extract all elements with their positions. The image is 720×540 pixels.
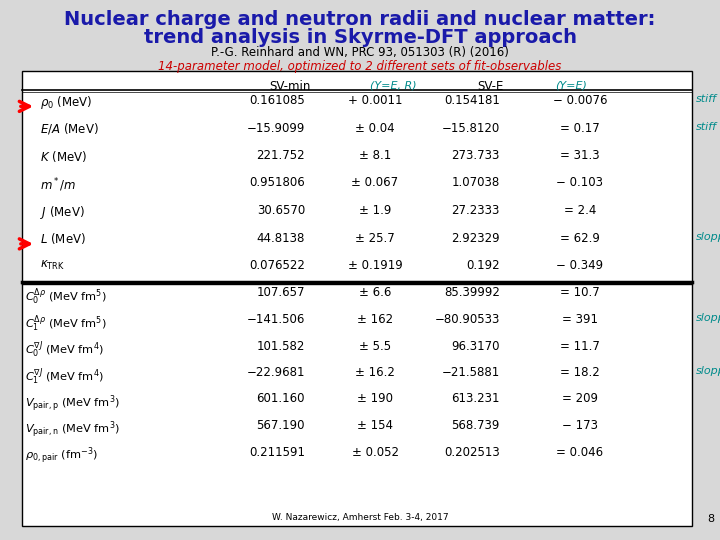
Text: $\rho_{0,\mathrm{pair}}$ (fm$^{-3}$): $\rho_{0,\mathrm{pair}}$ (fm$^{-3}$) (25, 446, 98, 467)
Text: 1.07038: 1.07038 (451, 177, 500, 190)
Text: SV-min: SV-min (269, 80, 311, 93)
Text: 0.951806: 0.951806 (249, 177, 305, 190)
Text: ± 0.1919: ± 0.1919 (348, 259, 402, 272)
Text: −22.9681: −22.9681 (246, 366, 305, 379)
Text: ± 0.052: ± 0.052 (351, 446, 398, 458)
Text: $K$ (MeV): $K$ (MeV) (40, 149, 87, 164)
Text: $E/A$ (MeV): $E/A$ (MeV) (40, 122, 99, 137)
Text: −21.5881: −21.5881 (442, 366, 500, 379)
Text: ± 1.9: ± 1.9 (359, 204, 391, 217)
Text: $J$ (MeV): $J$ (MeV) (40, 204, 85, 221)
Text: P.-G. Reinhard and WN, PRC 93, 051303 (R) (2016): P.-G. Reinhard and WN, PRC 93, 051303 (R… (211, 46, 509, 59)
Text: $C_0^{\Delta\rho}$ (MeV fm$^5$): $C_0^{\Delta\rho}$ (MeV fm$^5$) (25, 287, 107, 307)
Text: = 62.9: = 62.9 (560, 232, 600, 245)
Text: (Y=E, R): (Y=E, R) (370, 80, 417, 90)
Text: 0.161085: 0.161085 (249, 94, 305, 107)
Text: $\rho_0$ (MeV): $\rho_0$ (MeV) (40, 94, 92, 111)
Text: ± 25.7: ± 25.7 (355, 232, 395, 245)
Text: 30.6570: 30.6570 (257, 204, 305, 217)
Text: 85.39992: 85.39992 (444, 287, 500, 300)
Text: 0.211591: 0.211591 (249, 446, 305, 458)
Text: 567.190: 567.190 (256, 419, 305, 432)
Text: = 31.3: = 31.3 (560, 149, 600, 162)
Text: stiff: stiff (696, 122, 717, 132)
Text: + 0.0011: + 0.0011 (348, 94, 402, 107)
Text: ± 162: ± 162 (357, 313, 393, 326)
Text: 27.2333: 27.2333 (451, 204, 500, 217)
Text: = 10.7: = 10.7 (560, 287, 600, 300)
Text: −15.9099: −15.9099 (247, 122, 305, 134)
Text: sloppy: sloppy (696, 232, 720, 241)
Text: ± 5.5: ± 5.5 (359, 340, 391, 353)
Text: 601.160: 601.160 (256, 393, 305, 406)
Text: 101.582: 101.582 (256, 340, 305, 353)
Text: 613.231: 613.231 (451, 393, 500, 406)
Text: = 11.7: = 11.7 (560, 340, 600, 353)
Text: −80.90533: −80.90533 (435, 313, 500, 326)
Text: trend analysis in Skyrme-DFT approach: trend analysis in Skyrme-DFT approach (143, 28, 577, 47)
Text: ± 0.04: ± 0.04 (355, 122, 395, 134)
Text: = 2.4: = 2.4 (564, 204, 596, 217)
Text: − 0.0076: − 0.0076 (553, 94, 607, 107)
Text: 107.657: 107.657 (256, 287, 305, 300)
Text: $C_1^{\Delta\rho}$ (MeV fm$^5$): $C_1^{\Delta\rho}$ (MeV fm$^5$) (25, 313, 107, 334)
Text: ± 6.6: ± 6.6 (359, 287, 391, 300)
Text: $V_{\mathrm{pair,n}}$ (MeV fm$^3$): $V_{\mathrm{pair,n}}$ (MeV fm$^3$) (25, 419, 120, 440)
Text: = 18.2: = 18.2 (560, 366, 600, 379)
Text: ± 16.2: ± 16.2 (355, 366, 395, 379)
Text: 2.92329: 2.92329 (451, 232, 500, 245)
Text: $\kappa_{\mathrm{TRK}}$: $\kappa_{\mathrm{TRK}}$ (40, 259, 66, 272)
Text: 0.076522: 0.076522 (249, 259, 305, 272)
Text: 568.739: 568.739 (451, 419, 500, 432)
Text: $m^*/m$: $m^*/m$ (40, 177, 76, 194)
Text: 96.3170: 96.3170 (451, 340, 500, 353)
Text: ± 0.067: ± 0.067 (351, 177, 399, 190)
Text: stiff: stiff (696, 94, 717, 104)
Text: sloppy: sloppy (696, 313, 720, 323)
Text: 8: 8 (707, 514, 714, 524)
Text: (Y=E): (Y=E) (555, 80, 587, 90)
Text: − 173: − 173 (562, 419, 598, 432)
Text: ± 8.1: ± 8.1 (359, 149, 391, 162)
Text: SV-E: SV-E (477, 80, 503, 93)
Text: = 0.046: = 0.046 (557, 446, 603, 458)
Text: $V_{\mathrm{pair,p}}$ (MeV fm$^3$): $V_{\mathrm{pair,p}}$ (MeV fm$^3$) (25, 393, 120, 414)
Text: − 0.349: − 0.349 (557, 259, 603, 272)
Text: = 391: = 391 (562, 313, 598, 326)
Text: sloppy: sloppy (696, 366, 720, 376)
Text: 44.8138: 44.8138 (256, 232, 305, 245)
Text: $C_1^{\nabla J}$ (MeV fm$^4$): $C_1^{\nabla J}$ (MeV fm$^4$) (25, 366, 104, 387)
Text: 14-parameter model, optimized to 2 different sets of fit-observables: 14-parameter model, optimized to 2 diffe… (158, 60, 562, 73)
Text: = 0.17: = 0.17 (560, 122, 600, 134)
Text: = 209: = 209 (562, 393, 598, 406)
Text: Nuclear charge and neutron radii and nuclear matter:: Nuclear charge and neutron radii and nuc… (64, 10, 656, 29)
Text: − 0.103: − 0.103 (557, 177, 603, 190)
Text: 0.154181: 0.154181 (444, 94, 500, 107)
Text: W. Nazarewicz, Amherst Feb. 3-4, 2017: W. Nazarewicz, Amherst Feb. 3-4, 2017 (271, 513, 449, 522)
Text: $C_0^{\nabla J}$ (MeV fm$^4$): $C_0^{\nabla J}$ (MeV fm$^4$) (25, 340, 104, 360)
Bar (22, 71, 692, 526)
Text: 273.733: 273.733 (451, 149, 500, 162)
Text: 0.202513: 0.202513 (444, 446, 500, 458)
Text: ± 154: ± 154 (357, 419, 393, 432)
Text: −141.506: −141.506 (247, 313, 305, 326)
Text: −15.8120: −15.8120 (442, 122, 500, 134)
Text: $L$ (MeV): $L$ (MeV) (40, 232, 86, 246)
Text: 221.752: 221.752 (256, 149, 305, 162)
Text: ± 190: ± 190 (357, 393, 393, 406)
Text: 0.192: 0.192 (467, 259, 500, 272)
